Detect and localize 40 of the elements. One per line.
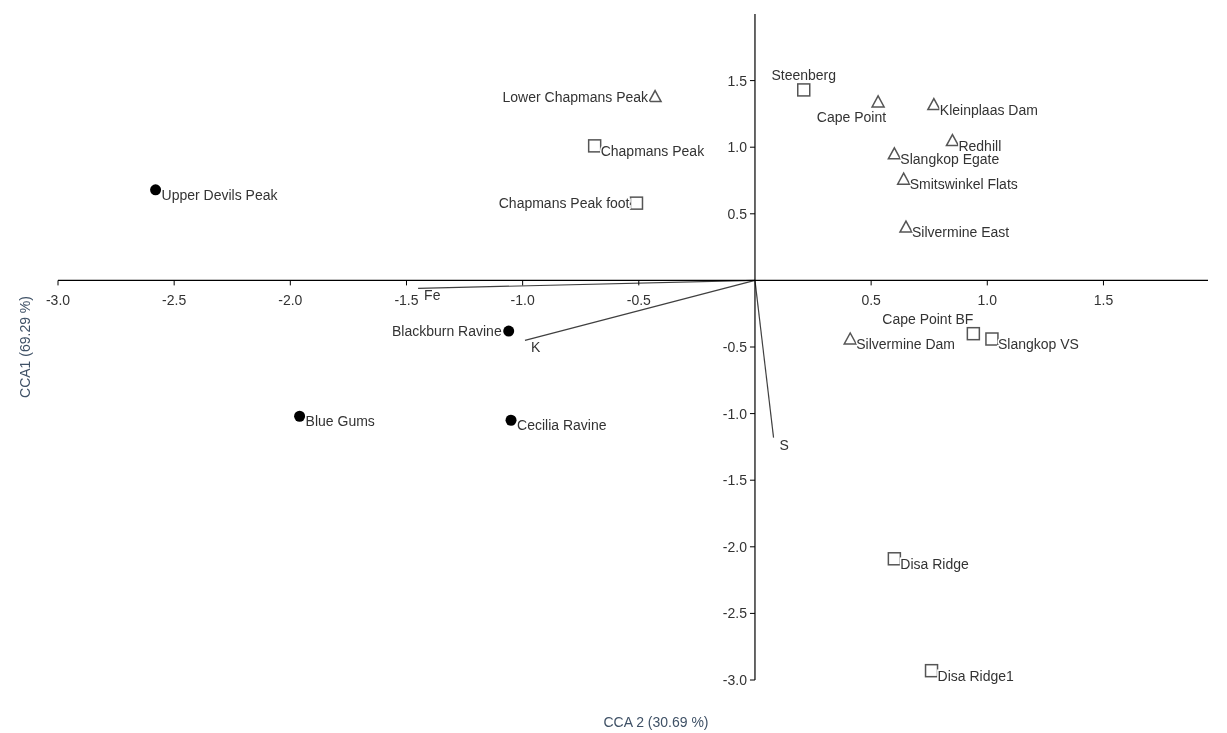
annotation: Blackburn Ravine	[391, 323, 502, 340]
series-label: S	[779, 436, 789, 453]
annotation: Kleinplaas Dam	[939, 101, 1038, 118]
annotation: Silvermine East	[911, 224, 1010, 241]
x-tick-label: 0.5	[861, 292, 882, 309]
annotation: Chapmans Peak foot	[498, 195, 630, 212]
annotation: Steenberg	[771, 66, 837, 83]
x-tick-label: 1.0	[977, 292, 998, 309]
series-label: K	[530, 339, 541, 356]
x-tick-label: -1.0	[510, 292, 535, 309]
y-tick-label: -2.5	[722, 605, 748, 622]
x-tick-label: 1.5	[1093, 292, 1114, 309]
x-tick-label: -1.5	[394, 292, 419, 309]
x-tick-label: -2.0	[278, 292, 303, 309]
y-tick-label: -3.0	[722, 672, 748, 688]
x-axis-title: CCA 2 (30.69 %)	[603, 714, 709, 730]
annotation: Cecilia Ravine	[517, 417, 607, 434]
annotation: Smitswinkel Flats	[909, 176, 1018, 193]
annotation: Cape Point BF	[882, 310, 974, 327]
series-label: Fe	[424, 287, 441, 304]
y-tick-label: 1.5	[727, 72, 748, 89]
y-tick-label: 1.0	[727, 139, 748, 156]
annotation: Blue Gums	[305, 413, 375, 430]
annotation: Chapmans Peak	[600, 142, 706, 159]
annotation: Disa Ridge	[900, 555, 970, 572]
annotation: Lower Chapmans Peak	[502, 88, 650, 105]
y-tick-label: 0.5	[727, 205, 748, 222]
y-axis-title: CCA1 (69.29 %)	[17, 296, 33, 398]
annotation: Disa Ridge1	[937, 667, 1015, 684]
y-tick-label: -1.0	[722, 405, 748, 422]
y-tick-label: -0.5	[722, 339, 748, 355]
annotation: Cape Point	[816, 108, 887, 125]
annotation: Upper Devils Peak	[161, 186, 279, 203]
annotation: Slangkop VS	[997, 336, 1079, 353]
x-tick-label: -0.5	[626, 292, 652, 309]
y-tick-label: -2.0	[722, 538, 748, 555]
x-tick-label: -2.5	[162, 292, 187, 309]
annotation: Silvermine Dam	[856, 336, 956, 353]
x-tick-label: -3.0	[45, 292, 71, 309]
y-tick-label: -1.5	[722, 472, 748, 489]
